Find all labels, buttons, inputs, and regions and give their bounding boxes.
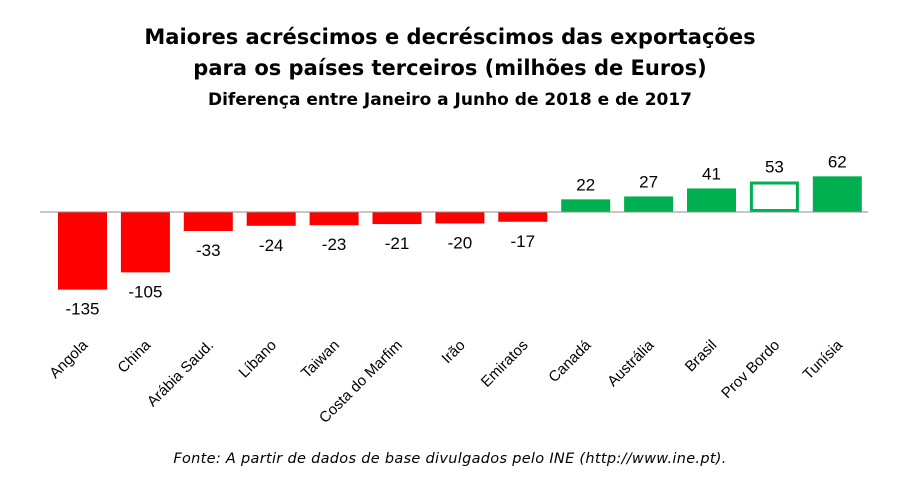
value-label: 27	[639, 172, 658, 191]
chart-title-line-2: para os países terceiros (milhões de Eur…	[193, 56, 707, 80]
value-label: 22	[576, 175, 595, 194]
value-label: -24	[259, 236, 284, 255]
bar-ir-o	[435, 212, 485, 224]
value-label: 53	[765, 158, 784, 177]
bar-china	[120, 212, 170, 273]
category-label: China	[114, 336, 154, 376]
value-label: 41	[702, 164, 721, 183]
category-label: Austrália	[604, 336, 658, 390]
value-label: -135	[65, 300, 99, 319]
value-label: -21	[385, 234, 410, 253]
bar-brasil	[687, 188, 736, 212]
value-label: -17	[511, 232, 536, 251]
bar-ar-bia-saud-	[183, 212, 233, 231]
value-labels-group: -135 -105 -33 -24 -23 -21 -20 -17 22 27 41 53 62	[65, 152, 846, 318]
bar-tun-sia	[812, 176, 862, 212]
chart-title-line-1: Maiores acréscimos e decréscimos das exp…	[144, 25, 756, 49]
category-label: Canadá	[545, 336, 595, 386]
category-label: Emiratos	[478, 337, 532, 391]
category-label: Irão	[438, 337, 468, 367]
bar-chart: -135 -105 -33 -24 -23 -21 -20 -17 22 27 41 53 62 Ang…	[40, 152, 868, 427]
bar-emiratos	[498, 212, 548, 222]
bar-prov-bordo	[749, 181, 799, 212]
category-label: Taiwan	[298, 337, 343, 382]
value-label: -23	[322, 235, 347, 254]
bar-l-bano	[246, 212, 296, 226]
value-label: -33	[196, 241, 221, 260]
chart-title-block: Maiores acréscimos e decréscimos das exp…	[0, 22, 900, 114]
value-label: -20	[448, 234, 473, 253]
category-label: Brasil	[682, 337, 721, 376]
category-label: Angola	[46, 336, 92, 382]
bar-taiwan	[309, 212, 359, 226]
bars-group	[58, 176, 862, 290]
category-label: Líbano	[236, 337, 280, 381]
bar-austr-lia	[624, 196, 674, 212]
value-label: 62	[828, 152, 847, 171]
source-note: Fonte: A partir de dados de base divulga…	[173, 451, 727, 467]
chart-subtitle: Diferença entre Janeiro a Junho de 2018 …	[207, 90, 693, 110]
category-label: Prov Bordo	[718, 337, 783, 402]
bar-canad-	[561, 199, 611, 212]
value-label: -105	[128, 282, 162, 301]
category-label: Tunísia	[800, 336, 847, 383]
bar-costa-do-marfim	[372, 212, 422, 225]
bar-angola	[58, 212, 107, 290]
category-label: Arábia Saud.	[144, 337, 217, 410]
